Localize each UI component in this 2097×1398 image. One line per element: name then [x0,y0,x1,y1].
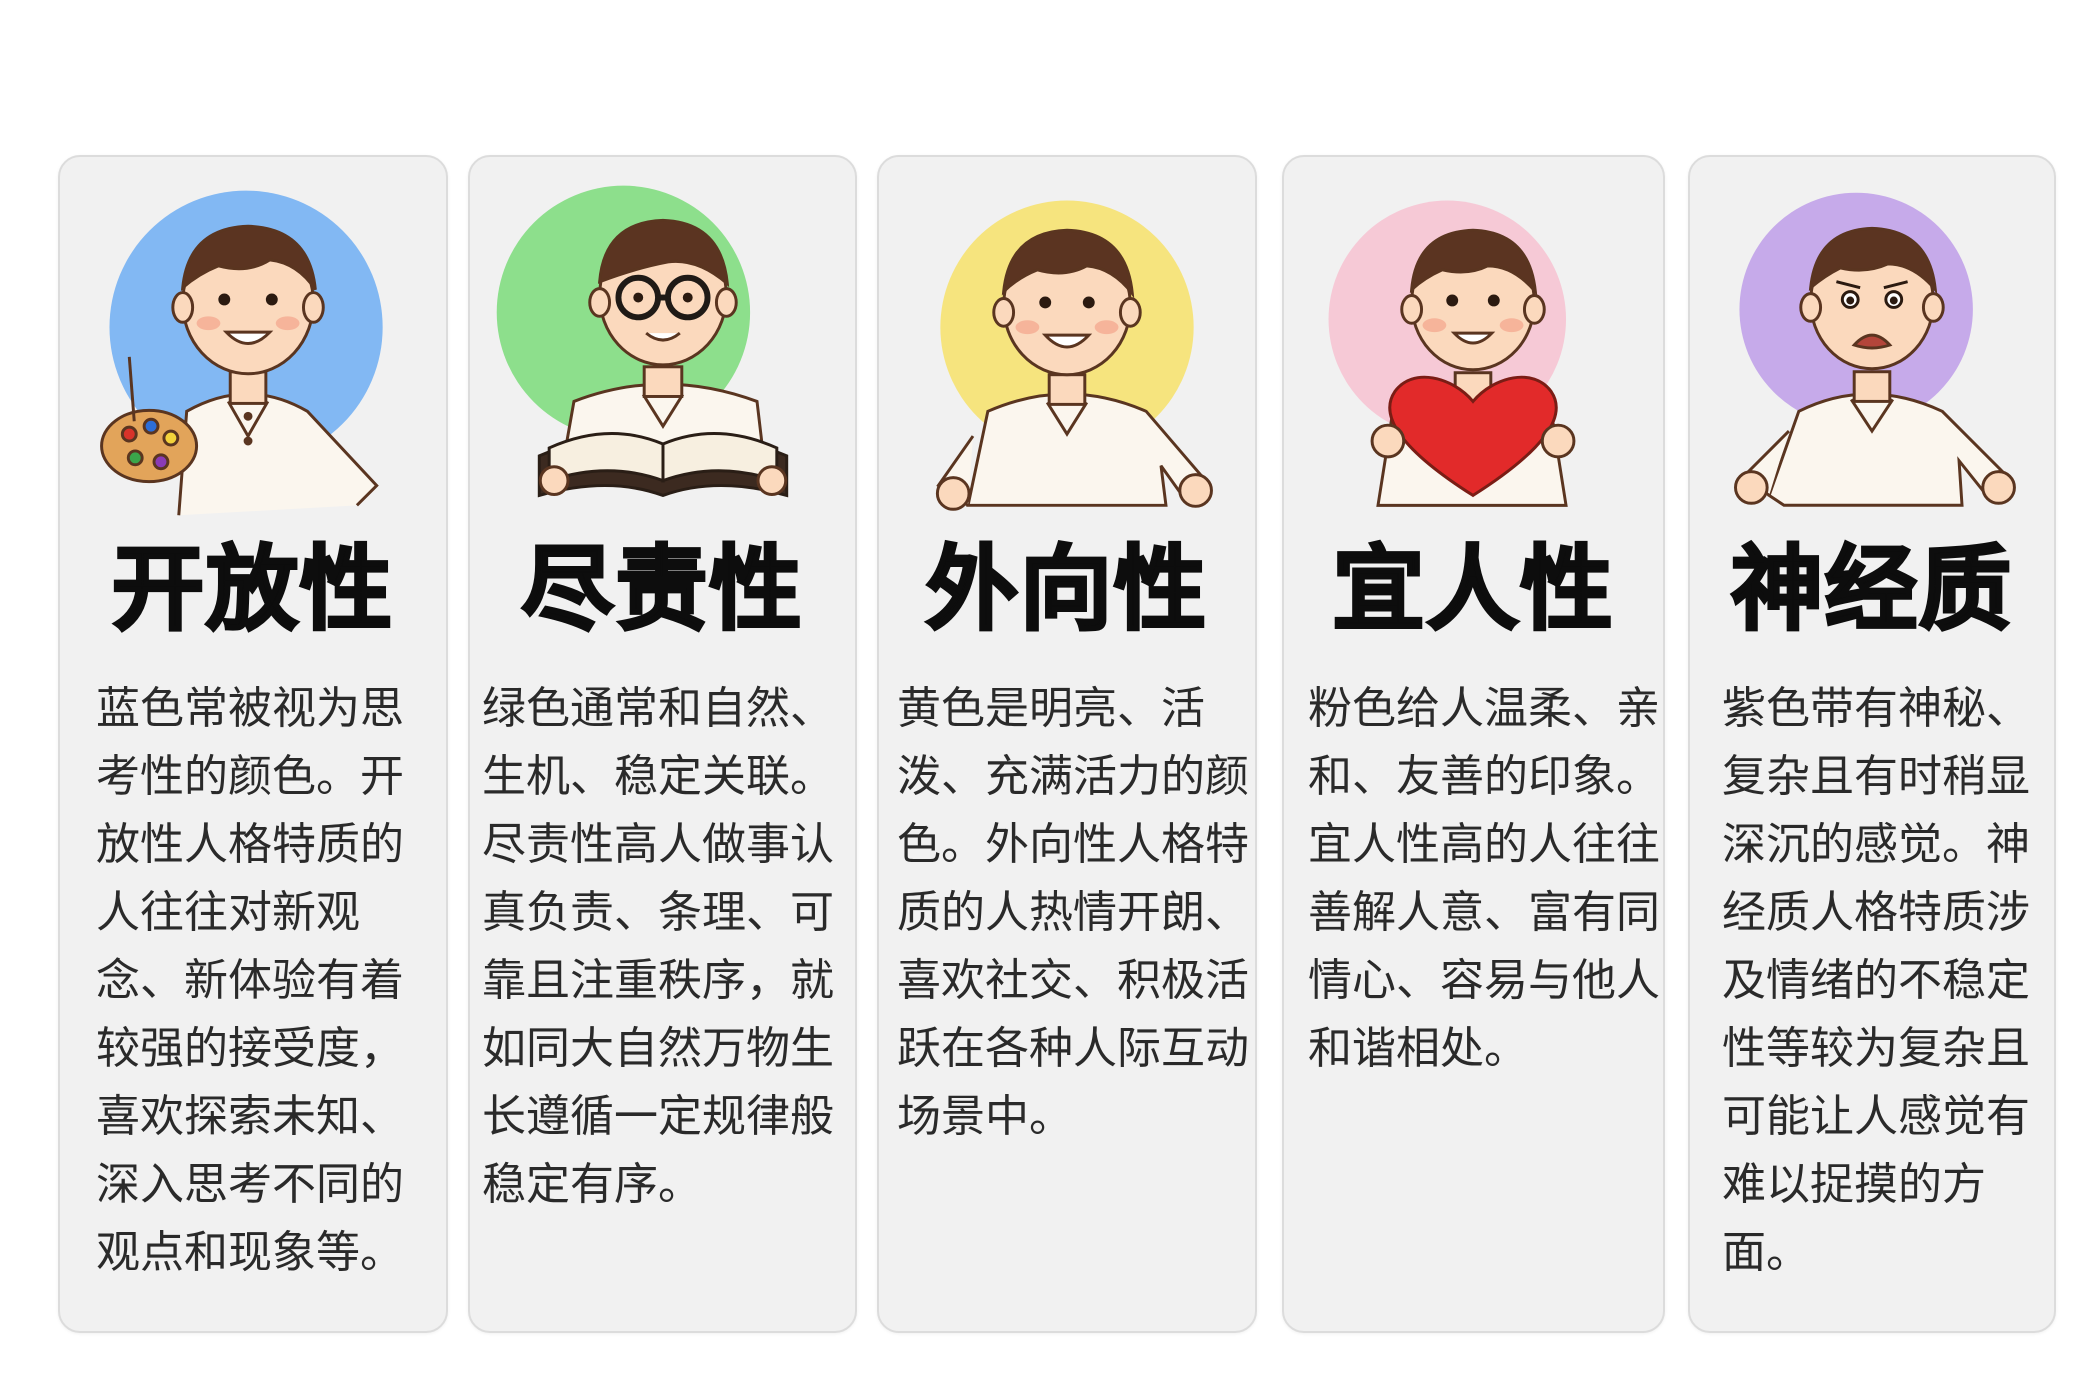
boy-with-open-book-icon [470,177,855,517]
boy-with-paint-palette-icon [60,177,446,517]
trait-description: 黄色是明亮、活泼、充满活力的颜色。外向性人格特质的人热情开朗、喜欢社交、积极活跃… [897,683,1249,1142]
trait-description: 绿色通常和自然、生机、稳定关联。尽责性高人做事认真负责、条理、可靠且注重秩序，就… [482,683,834,1210]
trait-card-agreeableness: 宜人性 粉色给人温柔、亲和、友善的印象。宜人性高的人往往善解人意、富有同情心、容… [1282,155,1665,1333]
trait-title: 尽责性 [520,535,804,645]
trait-card-openness: 开放性 蓝色常被视为思考性的颜色。开放性人格特质的人往往对新观念、新体验有着较强… [58,155,448,1333]
trait-description: 紫色带有神秘、复杂且有时稍显深沉的感觉。神经质人格特质涉及情绪的不稳定性等较为复… [1722,683,2030,1278]
worried-boy-icon [1690,177,2054,517]
smiling-boy-icon [879,177,1255,517]
trait-title: 神经质 [1729,535,2013,645]
trait-description: 粉色给人温柔、亲和、友善的印象。宜人性高的人往往善解人意、富有同情心、容易与他人… [1308,683,1660,1074]
trait-card-neuroticism: 神经质 紫色带有神秘、复杂且有时稍显深沉的感觉。神经质人格特质涉及情绪的不稳定性… [1688,155,2056,1333]
trait-title: 宜人性 [1331,535,1615,645]
boy-holding-heart-icon [1284,177,1663,517]
trait-card-extraversion: 外向性 黄色是明亮、活泼、充满活力的颜色。外向性人格特质的人热情开朗、喜欢社交、… [877,155,1257,1333]
trait-card-conscientiousness: 尽责性 绿色通常和自然、生机、稳定关联。尽责性高人做事认真负责、条理、可靠且注重… [468,155,857,1333]
trait-title: 外向性 [924,535,1208,645]
trait-description: 蓝色常被视为思考性的颜色。开放性人格特质的人往往对新观念、新体验有着较强的接受度… [96,683,404,1278]
trait-title: 开放性 [110,535,394,645]
